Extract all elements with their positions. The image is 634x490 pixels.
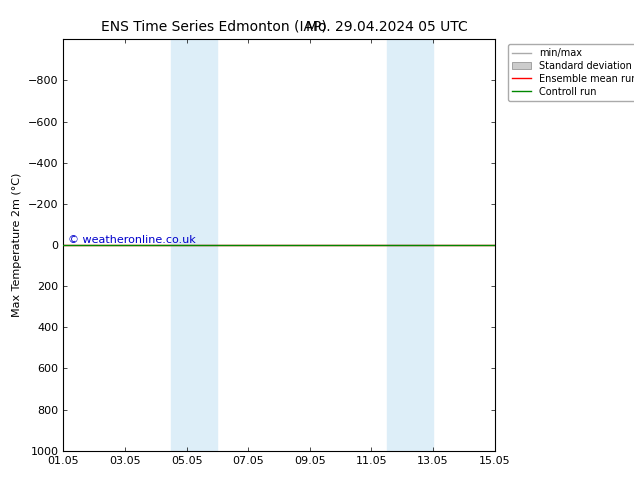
Text: ENS Time Series Edmonton (IAP): ENS Time Series Edmonton (IAP) <box>101 20 327 34</box>
Bar <box>171 39 217 451</box>
Bar <box>387 39 433 451</box>
Legend: min/max, Standard deviation, Ensemble mean run, Controll run: min/max, Standard deviation, Ensemble me… <box>508 44 634 100</box>
Y-axis label: Max Temperature 2m (°C): Max Temperature 2m (°C) <box>13 173 22 317</box>
Text: © weatheronline.co.uk: © weatheronline.co.uk <box>68 235 195 245</box>
Text: Mo. 29.04.2024 05 UTC: Mo. 29.04.2024 05 UTC <box>306 20 468 34</box>
